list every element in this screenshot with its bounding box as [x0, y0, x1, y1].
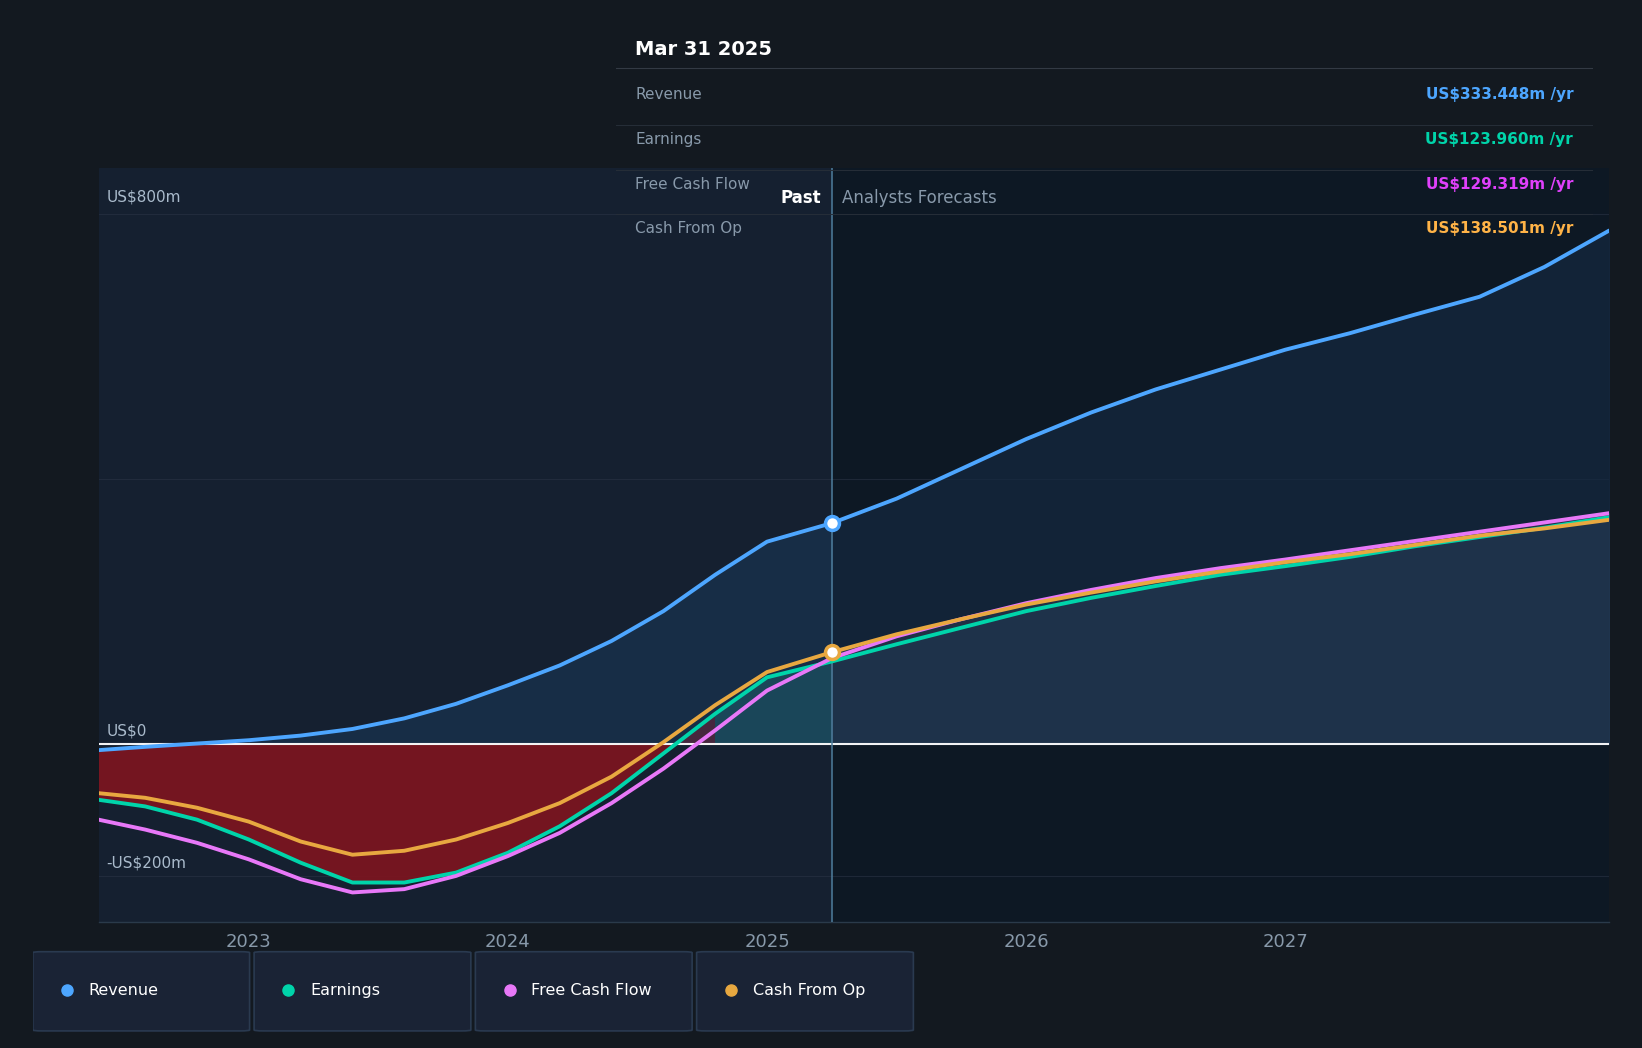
Text: US$123.960m /yr: US$123.960m /yr [1425, 132, 1573, 147]
Text: Revenue: Revenue [89, 983, 159, 998]
FancyBboxPatch shape [696, 952, 913, 1031]
Text: Mar 31 2025: Mar 31 2025 [635, 40, 772, 59]
Text: US$129.319m /yr: US$129.319m /yr [1425, 176, 1573, 192]
Text: US$138.501m /yr: US$138.501m /yr [1425, 221, 1573, 237]
Text: Cash From Op: Cash From Op [635, 221, 742, 237]
Bar [99, 168, 832, 922]
Text: US$0: US$0 [107, 723, 146, 738]
FancyBboxPatch shape [476, 952, 693, 1031]
Text: Cash From Op: Cash From Op [752, 983, 865, 998]
Text: Free Cash Flow: Free Cash Flow [635, 176, 750, 192]
Bar [832, 168, 1609, 922]
Text: Earnings: Earnings [635, 132, 701, 147]
Text: Revenue: Revenue [635, 87, 703, 102]
Text: US$800m: US$800m [107, 189, 181, 204]
Text: Past: Past [782, 190, 821, 208]
Text: Free Cash Flow: Free Cash Flow [532, 983, 652, 998]
Text: -US$200m: -US$200m [107, 855, 186, 871]
FancyBboxPatch shape [255, 952, 471, 1031]
Text: Earnings: Earnings [310, 983, 379, 998]
FancyBboxPatch shape [33, 952, 250, 1031]
Text: US$333.448m /yr: US$333.448m /yr [1425, 87, 1573, 102]
Text: Analysts Forecasts: Analysts Forecasts [842, 190, 997, 208]
